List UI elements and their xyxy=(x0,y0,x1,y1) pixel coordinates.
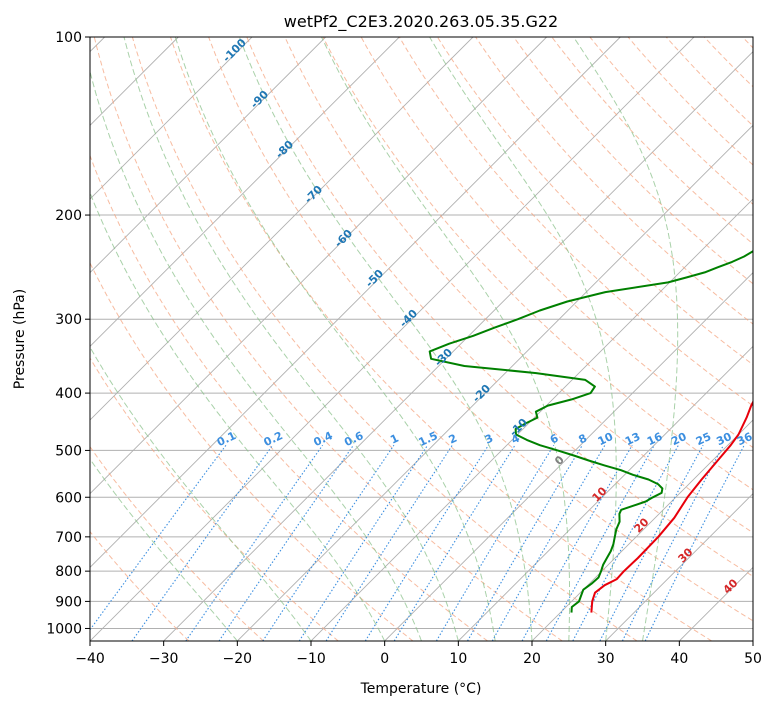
x-tick-label: 50 xyxy=(744,651,762,667)
plot-background xyxy=(90,37,753,641)
isotherm-line xyxy=(90,37,400,347)
y-tick-label: 300 xyxy=(55,312,82,328)
x-tick-label: 40 xyxy=(670,651,688,667)
mixing-ratio-line xyxy=(521,444,633,641)
mixing-ratio-line xyxy=(325,444,453,641)
dry-adiabat-line xyxy=(131,37,638,641)
mixing-ratio-label: 25 xyxy=(694,430,713,448)
dry-adiabat-line xyxy=(90,530,190,641)
mixing-ratio-label: 30 xyxy=(714,430,734,448)
moist-adiabat-line xyxy=(90,191,386,641)
isotherm-line xyxy=(90,37,547,495)
isotherm-line xyxy=(90,37,695,641)
plot-frame xyxy=(89,36,754,642)
y-tick-label: 200 xyxy=(55,208,82,224)
y-tick-label: 600 xyxy=(55,490,82,506)
mixing-ratio-line xyxy=(218,444,354,641)
temperature-profile-line xyxy=(590,400,753,613)
x-tick-label: −30 xyxy=(149,651,179,667)
isotherm-line xyxy=(458,345,753,641)
dry-adiabat-line xyxy=(436,37,753,366)
mixing-ratio-line xyxy=(262,444,395,641)
moist-adiabat-line xyxy=(238,37,533,641)
mixing-ratio-line xyxy=(644,444,745,641)
moist-adiabat-line xyxy=(429,37,617,641)
dry-adiabat-line xyxy=(93,37,563,641)
dry-adiabat-line xyxy=(246,37,753,577)
isotherm-line xyxy=(90,37,326,274)
dry-adiabat-line xyxy=(551,37,753,245)
x-axis: −40 −30 −20 −10 0 10 20 30 40 50 xyxy=(75,641,762,667)
mixing-ratio-label: 36 xyxy=(735,430,755,448)
dry-adiabat-line xyxy=(589,37,753,205)
mixing-ratio-layer xyxy=(90,444,745,641)
mixing-ratio-line xyxy=(467,444,583,641)
y-tick-label: 800 xyxy=(55,564,82,580)
dry-adiabat-line xyxy=(398,37,753,407)
moist-adiabat-line xyxy=(321,37,571,641)
y-tick-label: 500 xyxy=(55,443,82,459)
dry-adiabat-line xyxy=(208,37,753,622)
y-tick-label: 1000 xyxy=(46,621,82,637)
mixing-ratio-line xyxy=(364,444,489,641)
dry-adiabat-line xyxy=(627,37,753,166)
dry-adiabat-line xyxy=(284,37,753,534)
x-tick-label: −40 xyxy=(75,651,105,667)
x-tick-label: −10 xyxy=(296,651,326,667)
moist-adiabat-line xyxy=(90,346,312,641)
mixing-ratio-line xyxy=(298,444,429,641)
y-tick-label: 400 xyxy=(55,386,82,402)
y-axis-label: Pressure (hPa) xyxy=(12,289,28,389)
isotherm-line xyxy=(605,493,753,641)
mixing-ratio-label: 20 xyxy=(669,430,689,448)
isotherm-line xyxy=(752,640,753,641)
isotherm-line xyxy=(237,124,753,641)
mixing-ratio-line xyxy=(131,444,274,641)
dry-adiabat-line xyxy=(360,37,753,449)
dry-adiabat-line xyxy=(475,37,753,325)
mixing-ratio-line xyxy=(545,444,655,641)
isotherm-line xyxy=(531,419,753,641)
series-layer xyxy=(428,250,753,613)
x-tick-label: 30 xyxy=(597,651,615,667)
dewpoint-profile-line xyxy=(428,250,753,613)
adiabat-layer xyxy=(90,37,753,641)
mixing-ratio-line xyxy=(435,444,555,641)
y-tick-label: 700 xyxy=(55,530,82,546)
moist-adiabat-line xyxy=(174,37,496,641)
mixing-ratio-line xyxy=(185,444,324,641)
x-tick-label: −20 xyxy=(223,651,253,667)
moist-adiabat-line xyxy=(123,37,459,641)
mixing-ratio-line xyxy=(491,444,606,641)
mixing-ratio-label: 16 xyxy=(645,430,665,448)
mixing-ratio-label: 13 xyxy=(623,430,642,448)
dry-adiabat-line xyxy=(90,261,414,641)
moist-adiabat-line xyxy=(90,69,422,641)
x-tick-label: 0 xyxy=(380,651,389,667)
x-tick-label: 10 xyxy=(449,651,467,667)
mixing-ratio-line xyxy=(621,444,724,641)
isotherm-line xyxy=(90,37,474,421)
chart-title: wetPf2_C2E3.2020.263.05.35.G22 xyxy=(284,12,558,32)
y-tick-label: 100 xyxy=(55,30,82,46)
mixing-ratio-label: 10 xyxy=(596,430,616,448)
y-axis: 100 200 300 400 500 600 700 800 900 1000 xyxy=(46,30,90,637)
x-axis-label: Temperature (°C) xyxy=(360,681,482,697)
isotherm-line xyxy=(90,37,253,200)
isotherm-line xyxy=(90,37,621,568)
isotherm-line xyxy=(384,272,753,641)
grid-layer xyxy=(90,37,753,641)
x-tick-label: 20 xyxy=(523,651,541,667)
dry-adiabat-line xyxy=(170,37,712,641)
dry-adiabat-line xyxy=(322,37,753,491)
moist-adiabat-line xyxy=(90,458,238,641)
y-tick-label: 900 xyxy=(55,594,82,610)
